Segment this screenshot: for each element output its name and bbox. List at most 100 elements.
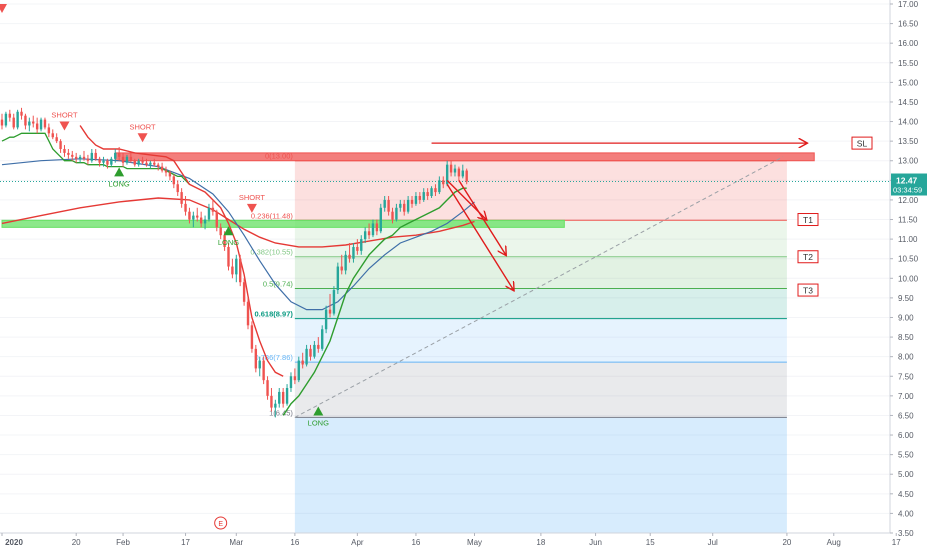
candle-body: [129, 156, 133, 161]
fib-band-extension: [294, 417, 787, 533]
candle-body: [461, 170, 464, 177]
candle-body: [379, 207, 382, 232]
candle-body: [196, 215, 199, 218]
price-tick-label: 8.50: [898, 333, 914, 342]
time-axis-panel[interactable]: [0, 533, 890, 550]
candle-body: [293, 376, 297, 381]
candle-body: [168, 172, 172, 177]
target-box-t1[interactable]: [797, 213, 819, 227]
candle-body: [266, 380, 269, 396]
time-tick-label: Mar: [229, 538, 243, 547]
candle-body: [35, 123, 39, 130]
support-zone[interactable]: [1, 219, 565, 228]
candle-body: [74, 156, 78, 159]
time-tick-label: 20: [782, 538, 791, 547]
candle-body: [438, 180, 441, 193]
time-tick-label: 16: [411, 538, 420, 547]
candle-body: [63, 148, 66, 153]
time-tick-label: Jun: [589, 538, 602, 547]
candle-body: [449, 164, 453, 173]
candle-body: [406, 199, 410, 212]
time-tick-label: 15: [646, 538, 655, 547]
long-signal-icon: [114, 167, 125, 177]
candle-body: [86, 158, 90, 161]
price-tick-label: 5.50: [898, 451, 914, 460]
candle-body: [352, 246, 355, 259]
candle-body: [4, 113, 8, 126]
candle-body: [8, 113, 12, 118]
target-box-t3[interactable]: [797, 283, 819, 297]
time-tick-label: 2020: [5, 538, 23, 547]
projection-arrow[interactable]: [458, 179, 506, 254]
candle-body: [192, 215, 195, 220]
dashed-trendline[interactable]: [294, 156, 784, 418]
target-box-sl[interactable]: [851, 136, 873, 150]
price-tick-label: 14.00: [898, 118, 919, 127]
candle-body: [117, 152, 121, 157]
time-tick-label: Apr: [351, 538, 364, 547]
fib-level-label: 1(6.45): [269, 408, 293, 417]
short-signal-label: SHORT: [239, 193, 266, 202]
candle-body: [309, 348, 312, 357]
candle-body: [137, 160, 140, 165]
candle-body: [430, 188, 433, 197]
last-price-label: 12.47: [896, 176, 918, 186]
candle-body: [121, 156, 125, 163]
target-label-sl: SL: [857, 139, 868, 149]
candle-body: [270, 395, 273, 408]
candle-body: [94, 152, 97, 159]
candle-body: [39, 119, 43, 130]
candle-body: [399, 203, 402, 208]
candle-body: [360, 239, 363, 251]
candle-body: [0, 119, 4, 126]
last-price-badge: [891, 173, 927, 196]
candle-body: [239, 258, 242, 283]
candle-body: [383, 199, 386, 208]
candle-body: [254, 348, 258, 369]
time-tick-label: 17: [181, 538, 190, 547]
price-tick-label: 9.50: [898, 294, 914, 303]
price-tick-label: 7.00: [898, 392, 914, 401]
candle-body: [278, 391, 281, 404]
price-tick-label: 9.00: [898, 313, 914, 322]
time-tick-label: 16: [290, 538, 299, 547]
time-tick-label: 20: [72, 538, 81, 547]
candle-body: [363, 231, 367, 240]
candle-body: [149, 162, 152, 165]
candle-body: [176, 184, 179, 193]
candle-body: [274, 403, 277, 408]
candle-body: [28, 121, 31, 126]
candle-body: [375, 223, 379, 232]
price-tick-label: 4.50: [898, 490, 914, 499]
candle-body: [281, 391, 285, 404]
resistance-zone[interactable]: [114, 152, 815, 162]
candle-body: [340, 266, 343, 271]
earnings-marker-icon[interactable]: [214, 516, 228, 530]
candle-body: [235, 258, 238, 275]
short-signal-icon: [59, 121, 70, 131]
time-tick-label: May: [467, 538, 482, 547]
candle-body: [219, 227, 222, 236]
candle-body: [125, 156, 129, 163]
fib-level-label: 0.786(7.86): [255, 353, 294, 362]
candle-body: [344, 254, 347, 271]
price-axis-panel[interactable]: [890, 0, 932, 550]
candle-body: [246, 301, 250, 326]
candle-body: [180, 192, 183, 204]
target-box-t2[interactable]: [797, 250, 819, 264]
projection-arrow[interactable]: [446, 183, 513, 290]
candle-body: [110, 158, 113, 165]
price-tick-label: 11.50: [898, 216, 918, 225]
price-tick-label: 10.00: [898, 274, 919, 283]
price-tick-label: 5.00: [898, 470, 914, 479]
price-tick-label: 6.00: [898, 431, 914, 440]
fib-level-label: 0.382(10.55): [250, 248, 293, 257]
candle-body: [153, 162, 156, 165]
candle-body: [145, 162, 148, 165]
time-tick-label: Feb: [116, 538, 130, 547]
candle-body: [215, 211, 218, 228]
candle-body: [211, 207, 215, 212]
candle-body: [47, 127, 51, 134]
